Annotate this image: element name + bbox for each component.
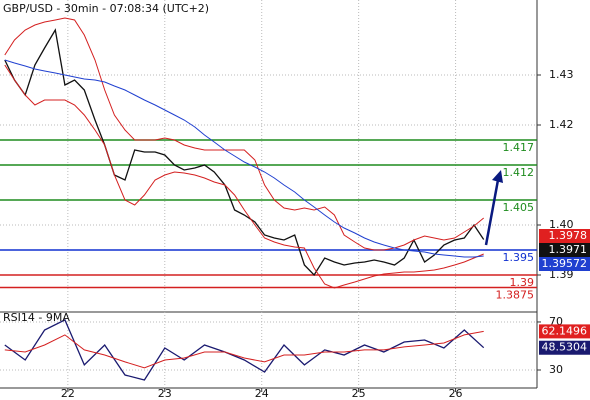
- series-line: [4, 28, 485, 277]
- price-tag-label: 48.5304: [542, 341, 588, 354]
- price-tag: [539, 229, 590, 243]
- series-line: [4, 64, 484, 289]
- price-panel: 1.39 1.40 1.42 1.43 1.417 1.412 1.405 1.395 1.39…: [0, 0, 590, 312]
- level-label: 1.395: [503, 251, 535, 264]
- y-tick-label: 1.43: [549, 68, 574, 81]
- x-tick-label: 25: [352, 387, 366, 400]
- panel-title: RSI14 - 9MA: [3, 311, 70, 324]
- y-tick-label: 1.39: [549, 268, 574, 281]
- x-tick-label: 26: [449, 387, 463, 400]
- price-tag: [539, 340, 590, 355]
- price-tag-label: 1.3978: [549, 229, 588, 242]
- series-line: [4, 17, 485, 251]
- x-tick-label: 24: [255, 387, 269, 400]
- series-line: [4, 59, 484, 258]
- price-tag-label: 1.3971: [549, 243, 588, 256]
- series-line: [4, 319, 485, 381]
- chart-title: GBP/USD - 30min - 07:08:34 (UTC+2): [3, 2, 209, 15]
- x-tick-label: 23: [158, 387, 172, 400]
- y-tick-label: 1.42: [549, 118, 574, 131]
- level-label: 1.39: [510, 276, 535, 289]
- level-label: 1.417: [503, 141, 535, 154]
- level-label: 1.405: [503, 201, 535, 214]
- forecast-arrow: [484, 179, 500, 246]
- price-tag: [539, 324, 590, 339]
- price-tag-label: 1.39572: [542, 257, 588, 270]
- y-tick-label: 1.40: [549, 218, 574, 231]
- series-line: [4, 330, 484, 369]
- price-tag: [539, 257, 590, 271]
- y-tick-label: 30: [549, 363, 563, 376]
- level-label: 1.3875: [496, 289, 535, 302]
- x-tick-label: 22: [61, 387, 75, 400]
- arrow-head: [492, 170, 503, 183]
- level-label: 1.412: [503, 166, 535, 179]
- price-tag-label: 62.1496: [542, 324, 588, 337]
- price-tag: [539, 243, 590, 257]
